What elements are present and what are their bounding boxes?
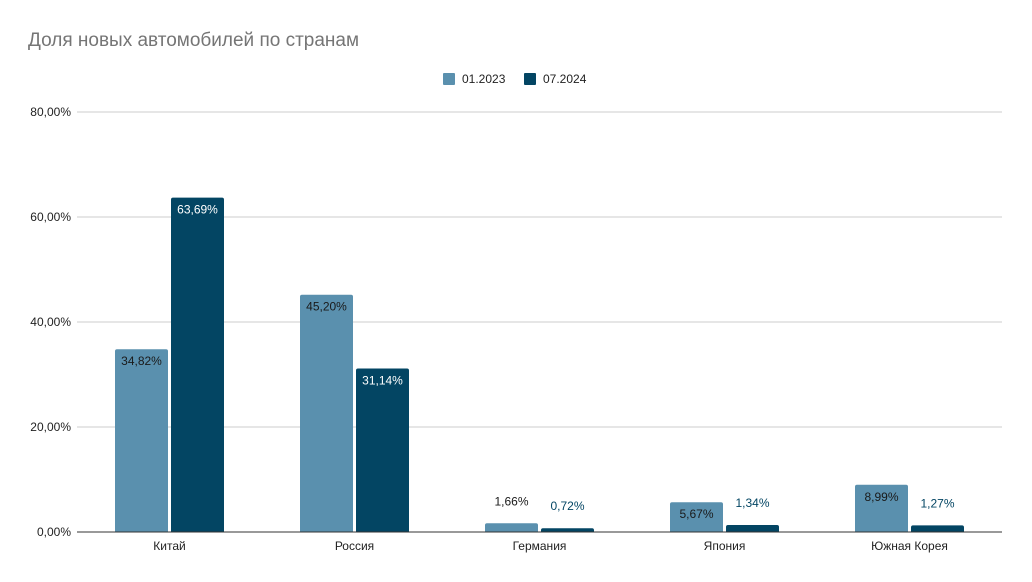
legend-swatch-series-1 xyxy=(443,73,455,85)
data-label: 8,99% xyxy=(864,490,898,504)
legend-swatch-series-2 xyxy=(524,73,536,85)
bar xyxy=(300,294,353,532)
data-label: 1,34% xyxy=(735,496,769,510)
bar xyxy=(670,502,723,532)
legend-label-series-1: 01.2023 xyxy=(462,72,506,86)
x-tick-label: Германия xyxy=(513,539,567,553)
legend-label-series-2: 07.2024 xyxy=(543,72,587,86)
x-tick-label: Китай xyxy=(153,539,185,553)
data-label: 1,27% xyxy=(920,496,954,510)
bar xyxy=(541,528,594,532)
legend-item-series-2[interactable]: 07.2024 xyxy=(524,72,586,86)
data-label: 0,72% xyxy=(550,499,584,513)
x-tick-label: Южная Корея xyxy=(871,539,948,553)
y-tick-label: 40,00% xyxy=(30,315,71,329)
data-label: 63,69% xyxy=(177,203,218,217)
data-label: 31,14% xyxy=(362,374,403,388)
y-tick-label: 0,00% xyxy=(37,525,71,539)
x-tick-label: Россия xyxy=(335,539,374,553)
y-tick-label: 80,00% xyxy=(30,105,71,119)
data-label: 1,66% xyxy=(494,494,528,508)
data-label: 45,20% xyxy=(306,300,347,314)
bar xyxy=(911,525,964,532)
x-tick-label: Япония xyxy=(704,539,746,553)
legend: 01.2023 07.2024 xyxy=(0,72,1032,90)
data-label: 34,82% xyxy=(121,354,162,368)
y-tick-label: 20,00% xyxy=(30,420,71,434)
bar xyxy=(356,368,409,532)
bar xyxy=(726,524,779,532)
bar xyxy=(115,349,168,532)
legend-item-series-1[interactable]: 01.2023 xyxy=(443,72,505,86)
chart-title: Доля новых автомобилей по странам xyxy=(28,30,360,51)
data-label: 5,67% xyxy=(679,507,713,521)
bar xyxy=(855,484,908,532)
y-tick-label: 60,00% xyxy=(30,210,71,224)
bar xyxy=(171,197,224,532)
bar xyxy=(485,523,538,532)
